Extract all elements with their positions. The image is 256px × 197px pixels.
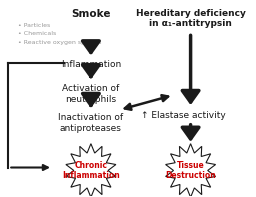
Text: Inflammation: Inflammation [61,60,121,69]
Text: Hereditary deficiency: Hereditary deficiency [136,9,246,18]
Text: Chronic
Inflammation: Chronic Inflammation [62,161,120,180]
Text: in α₁-antitrypsin: in α₁-antitrypsin [149,19,232,28]
Text: • Reactive oxygen species: • Reactive oxygen species [18,40,101,46]
Text: • Chemicals: • Chemicals [18,32,56,36]
Text: Tissue
Destruction: Tissue Destruction [165,161,216,180]
Text: ↑ Elastase activity: ↑ Elastase activity [141,111,225,120]
Text: Inactivation of
antiproteases: Inactivation of antiproteases [58,113,123,133]
Polygon shape [66,144,116,197]
Text: • Particles: • Particles [18,22,50,28]
Polygon shape [166,144,216,197]
Text: Activation of
neutrophils: Activation of neutrophils [62,84,120,104]
Text: Smoke: Smoke [71,9,111,19]
